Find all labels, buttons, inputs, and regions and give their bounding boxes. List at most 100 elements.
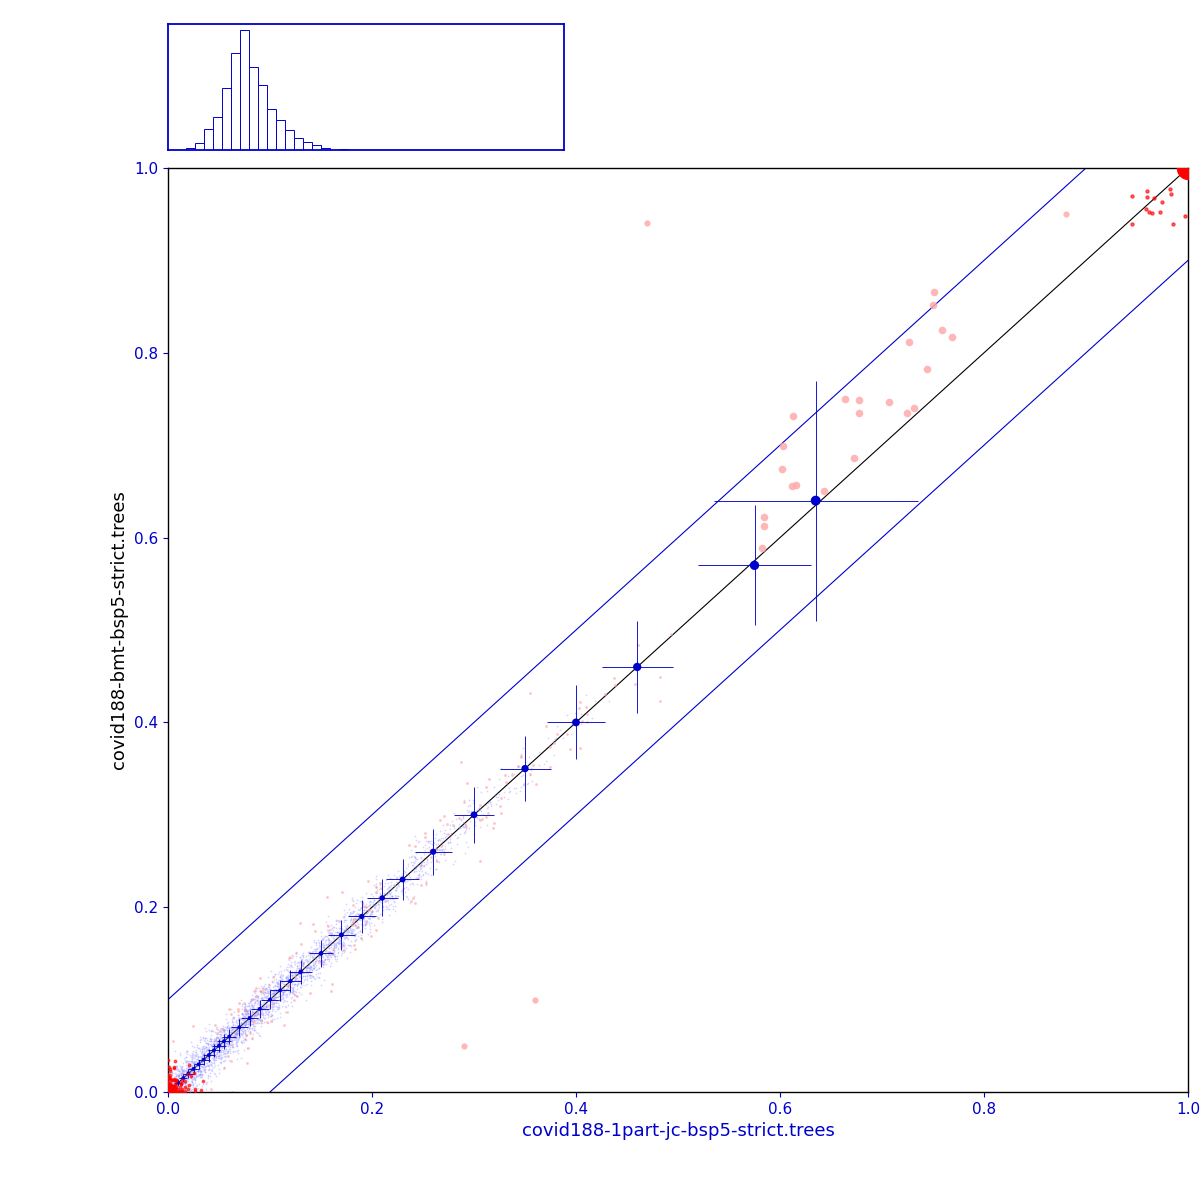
Point bbox=[282, 989, 301, 1008]
Point bbox=[318, 916, 337, 935]
Point bbox=[306, 952, 325, 971]
Point bbox=[300, 966, 319, 985]
Point bbox=[362, 902, 382, 922]
Point bbox=[835, 390, 854, 409]
Point bbox=[167, 1070, 186, 1090]
Point bbox=[232, 1013, 251, 1032]
Point bbox=[276, 967, 295, 986]
Point bbox=[577, 697, 596, 716]
Point bbox=[206, 1046, 226, 1066]
Point bbox=[242, 990, 262, 1009]
Point bbox=[192, 1043, 211, 1062]
Point bbox=[175, 1073, 194, 1092]
Point bbox=[179, 1052, 198, 1072]
Point bbox=[359, 908, 378, 928]
Point bbox=[288, 964, 307, 983]
Point bbox=[234, 1014, 253, 1033]
Point bbox=[158, 1068, 178, 1087]
Point bbox=[329, 931, 348, 950]
Bar bbox=[294, 138, 302, 150]
Point bbox=[296, 960, 316, 979]
Point bbox=[247, 1001, 266, 1020]
Point bbox=[221, 1031, 240, 1050]
Point bbox=[209, 1049, 228, 1068]
Point bbox=[221, 1022, 240, 1042]
Point bbox=[254, 1012, 274, 1031]
Point bbox=[428, 830, 448, 850]
Point bbox=[191, 1030, 210, 1049]
Point bbox=[221, 1039, 240, 1058]
Point bbox=[211, 1037, 230, 1056]
Point bbox=[319, 938, 338, 958]
Point bbox=[182, 1045, 202, 1064]
Point bbox=[289, 971, 308, 990]
Point bbox=[289, 966, 308, 985]
Point bbox=[313, 953, 332, 972]
Point bbox=[320, 943, 340, 962]
Point bbox=[205, 1037, 224, 1056]
Point bbox=[186, 1046, 205, 1066]
Point bbox=[221, 1027, 240, 1046]
Point bbox=[242, 1004, 262, 1024]
Point bbox=[344, 910, 364, 929]
Point bbox=[298, 966, 317, 985]
Point bbox=[233, 1014, 252, 1033]
Point bbox=[192, 1052, 211, 1072]
Point bbox=[335, 920, 354, 940]
Point bbox=[234, 1018, 253, 1037]
Point bbox=[266, 973, 286, 992]
Point bbox=[412, 847, 431, 866]
Point bbox=[166, 1063, 185, 1082]
Point bbox=[241, 1008, 260, 1027]
Point bbox=[235, 1013, 254, 1032]
Point bbox=[319, 934, 338, 953]
Point bbox=[294, 962, 313, 982]
Point bbox=[318, 929, 337, 948]
Point bbox=[233, 1009, 252, 1028]
Point bbox=[463, 793, 482, 812]
Point bbox=[427, 851, 446, 870]
Point bbox=[342, 920, 361, 940]
Point bbox=[307, 965, 326, 984]
Point bbox=[404, 846, 424, 865]
Point bbox=[545, 730, 564, 749]
Point bbox=[310, 944, 329, 964]
Point bbox=[265, 986, 284, 1006]
Point bbox=[242, 1008, 262, 1027]
Point bbox=[205, 1037, 224, 1056]
Point bbox=[305, 953, 324, 972]
Point bbox=[481, 794, 500, 814]
Point bbox=[292, 935, 311, 954]
Point bbox=[188, 1038, 208, 1057]
Point bbox=[362, 884, 382, 904]
Point bbox=[218, 1031, 238, 1050]
Point bbox=[324, 929, 343, 948]
Point bbox=[265, 984, 284, 1003]
Point bbox=[242, 1012, 262, 1031]
Point bbox=[282, 966, 301, 985]
Point bbox=[329, 919, 348, 938]
Point bbox=[310, 934, 329, 953]
Point bbox=[161, 1075, 180, 1094]
Point bbox=[370, 887, 389, 906]
Point bbox=[194, 1038, 214, 1057]
Point bbox=[332, 943, 352, 962]
Point bbox=[265, 976, 284, 995]
Point bbox=[228, 1042, 247, 1061]
Point bbox=[406, 827, 425, 846]
Point bbox=[290, 967, 310, 986]
Point bbox=[199, 1045, 218, 1064]
Point bbox=[242, 985, 262, 1004]
Point bbox=[221, 1037, 240, 1056]
Point bbox=[174, 1061, 193, 1080]
Point bbox=[356, 895, 376, 914]
Point bbox=[191, 1056, 210, 1075]
Point bbox=[324, 941, 343, 960]
Point bbox=[179, 1067, 198, 1086]
Point bbox=[240, 1012, 259, 1031]
Point bbox=[414, 856, 433, 875]
Point bbox=[172, 1060, 191, 1079]
Point bbox=[342, 908, 361, 928]
Point bbox=[263, 992, 282, 1012]
Point bbox=[264, 978, 283, 997]
